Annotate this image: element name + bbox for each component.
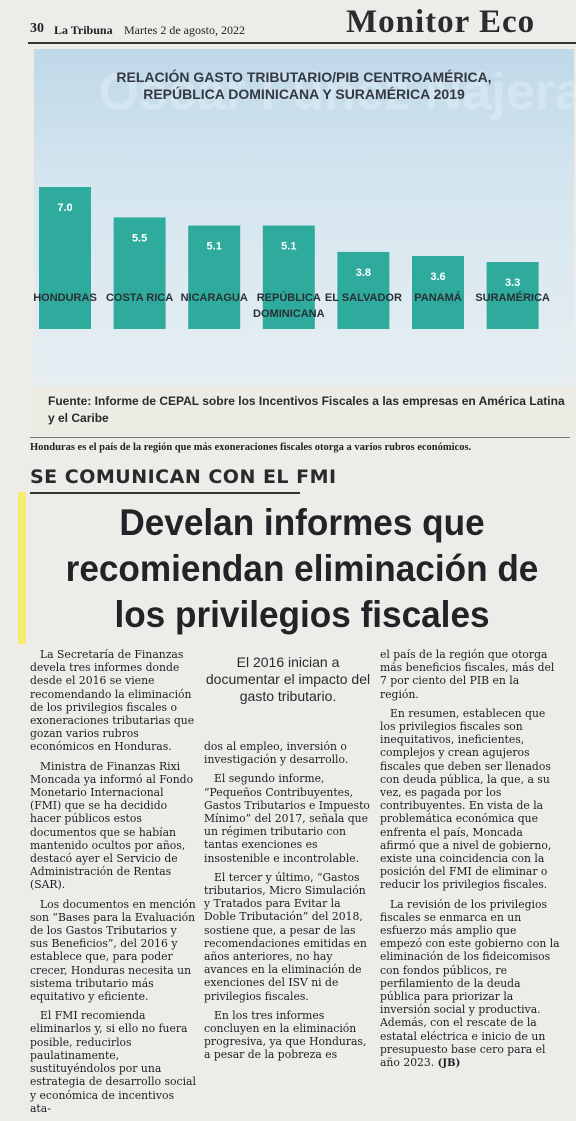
bar-honduras — [39, 187, 91, 329]
newspaper-name: La Tribuna — [54, 23, 113, 37]
article-paragraph: el país de la región que otorga más bene… — [380, 648, 555, 701]
bar-el-salvador — [337, 251, 390, 329]
photo-caption: Honduras es el país de la región que más… — [30, 442, 472, 453]
category-label: EL SALVADOR — [325, 292, 402, 304]
bar-chart: 7.0 HONDURAS 5.5 COSTA RICA 5.1 NICARAGUA 5.1 R… — [34, 187, 550, 329]
chart-title: RELACIÓN GASTO TRIBUTARIO/PIB CENTROAMÉR… — [34, 69, 574, 103]
chart-panel: Oscar Fúnez Nájera RELACIÓN GASTO TRIBUT… — [34, 49, 574, 387]
category-label: DOMINICANA — [253, 308, 325, 320]
article-paragraph: dos al empleo, inversión o investigación… — [204, 740, 349, 767]
article-column-3: el país de la región que otorga más bene… — [380, 648, 560, 1076]
bar-value-label: 3.8 — [356, 267, 371, 279]
article-paragraph: El segundo informe, “Pequeños Contribuye… — [204, 772, 370, 865]
bar-value-label: 3.3 — [505, 277, 520, 289]
article-paragraph: Los documentos en mención son “Bases par… — [30, 897, 196, 1004]
bar-value-label: 5.5 — [132, 232, 147, 244]
article-paragraph: En los tres informes concluyen en la eli… — [204, 1008, 367, 1062]
highlighter-mark — [18, 492, 26, 644]
article-paragraph: La Secretaría de Finanzas devela tres in… — [30, 648, 195, 754]
bar-panamá — [412, 255, 464, 329]
page-number: 30 — [30, 21, 44, 36]
bar-suramérica — [486, 262, 539, 329]
header-rule — [28, 42, 576, 44]
issue-date: Martes 2 de agosto, 2022 — [124, 23, 245, 37]
bar-república-dominicana — [262, 225, 315, 329]
source-strip: Fuente: Informe de CEPAL sobre los Incen… — [34, 387, 574, 435]
bar-value-label: 3.6 — [430, 271, 445, 283]
article-column-1: La Secretaría de Finanzas devela tres in… — [30, 648, 196, 1121]
category-label: COSTA RICA — [106, 292, 173, 304]
article-paragraph: Ministra de Finanzas Rixi Moncada ya inf… — [30, 759, 194, 892]
category-label: NICARAGUA — [181, 292, 248, 304]
article-paragraph: El tercer y último, “Gastos tributarios,… — [204, 870, 367, 1003]
section-title: Monitor Eco — [346, 4, 536, 40]
bar-costa-rica — [113, 217, 166, 329]
byline: (JB) — [437, 1058, 461, 1070]
background-photo-text: Oscar Fúnez Nájera — [98, 63, 574, 121]
bar-value-label: 7.0 — [57, 202, 72, 214]
category-label: PANAMÁ — [414, 291, 462, 304]
category-label: REPÚBLICA — [257, 291, 321, 304]
article-paragraph-text: La revisión de los privilegios fiscales … — [380, 897, 560, 1070]
bar-value-label: 5.1 — [281, 241, 296, 253]
chart-title-line: REPÚBLICA DOMINICANA Y SURAMÉRICA 2019 — [143, 86, 465, 102]
caption-rule — [30, 437, 570, 438]
article-paragraph: En resumen, establecen que los privilegi… — [380, 706, 552, 892]
page-header: 30 La Tribuna Martes 2 de agosto, 2022 M… — [0, 0, 576, 44]
article-kicker: SE COMUNICAN CON EL FMI — [30, 466, 337, 488]
article-headline: Develan informes que recomiendan elimina… — [65, 502, 539, 635]
article-paragraph: El FMI recomienda eliminarlos y, si ello… — [30, 1009, 196, 1115]
pull-quote: El 2016 inician a documentar el impacto … — [205, 654, 371, 704]
bar-nicaragua — [188, 225, 241, 329]
kicker-rule — [30, 492, 300, 494]
chart-source-note: Fuente: Informe de CEPAL sobre los Incen… — [48, 394, 565, 425]
category-label: HONDURAS — [34, 292, 97, 304]
category-label: SURAMÉRICA — [475, 291, 550, 304]
bar-value-label: 5.1 — [207, 241, 222, 253]
chart-title-line: RELACIÓN GASTO TRIBUTARIO/PIB CENTROAMÉR… — [116, 69, 492, 85]
article-paragraph: La revisión de los privilegios fiscales … — [380, 898, 560, 1071]
